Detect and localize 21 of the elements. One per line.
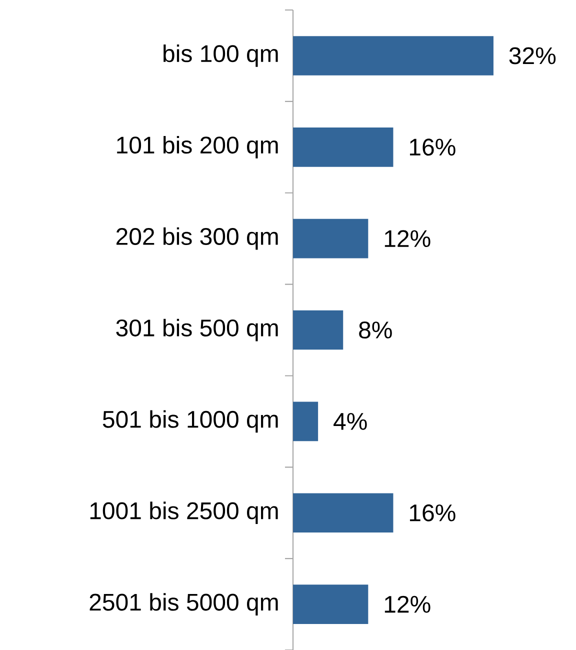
data-label: 4%	[334, 413, 367, 430]
bar	[293, 402, 318, 442]
bar	[293, 36, 494, 76]
bar	[293, 128, 394, 167]
y-tick-label: 1001 bis 2500 qm	[90, 502, 278, 524]
y-tick-label: 101 bis 200 qm	[117, 136, 278, 158]
bar	[293, 218, 368, 258]
data-label: 16%	[410, 138, 456, 156]
data-label: 12%	[384, 596, 430, 613]
data-label: 32%	[509, 47, 556, 64]
data-label: 8%	[359, 322, 392, 339]
bar	[293, 493, 394, 533]
data-label: 16%	[410, 504, 456, 522]
y-tick-label: 202 bis 300 qm	[116, 227, 278, 250]
y-tick-label: bis 100 qm	[164, 44, 278, 67]
y-tick-label: 501 bis 1000 qm	[102, 410, 278, 433]
data-label: 12%	[384, 230, 430, 248]
y-tick-label: 2501 bis 5000 qm	[90, 593, 278, 616]
bar	[293, 310, 344, 350]
bar	[293, 584, 368, 624]
y-tick-label: 301 bis 500 qm	[116, 318, 278, 342]
